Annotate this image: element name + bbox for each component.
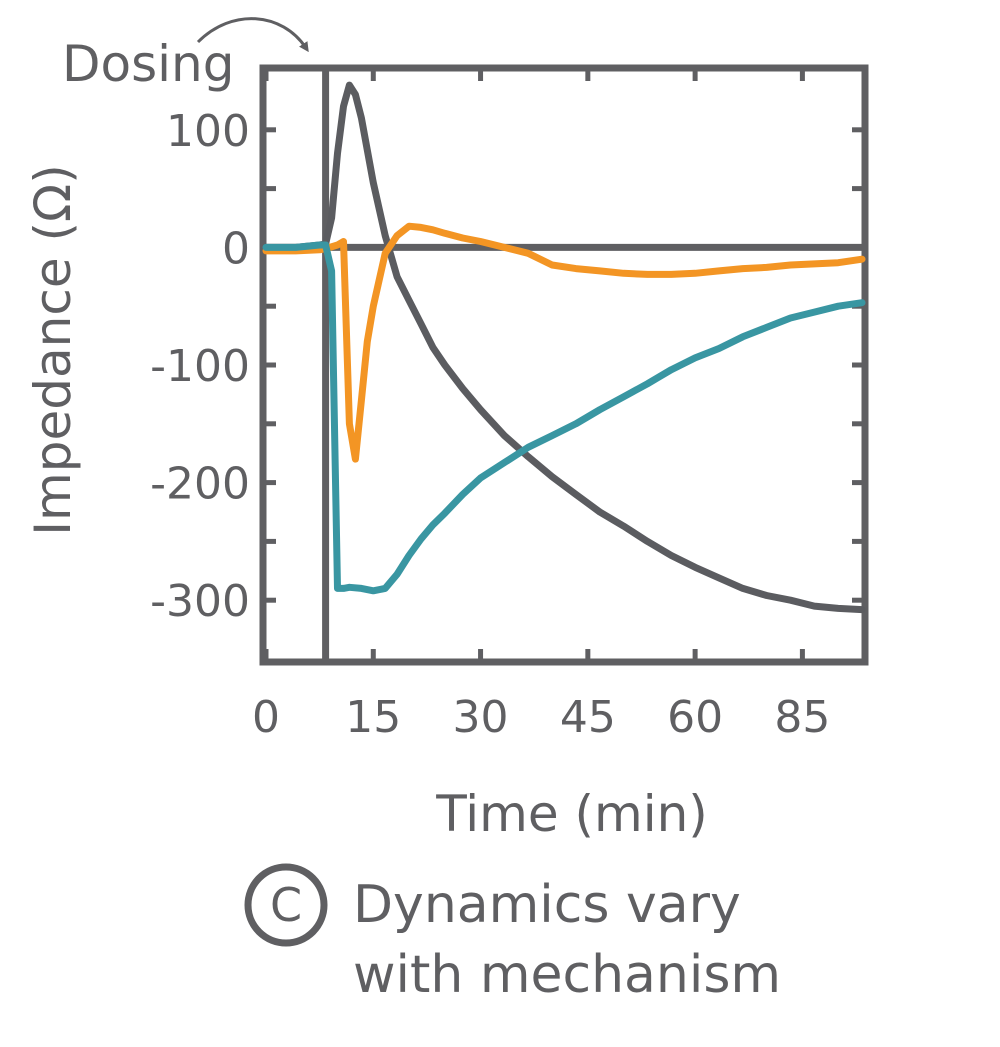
y-tick-label: 100	[166, 106, 250, 157]
x-tick-label: 60	[667, 692, 723, 743]
y-tick-label: -100	[150, 341, 250, 392]
y-tick-labels: 100 0 -100 -200 -300	[150, 106, 250, 627]
x-tick-label: 15	[345, 692, 401, 743]
x-tick-label: 0	[252, 692, 280, 743]
caption-line-1: Dynamics vary	[353, 875, 741, 935]
x-axis-title: Time (min)	[435, 785, 708, 843]
dosing-arrow-icon	[196, 17, 309, 53]
dosing-label: Dosing	[62, 35, 234, 93]
x-tick-labels: 0 15 30 45 60 85	[252, 692, 830, 743]
series-group	[262, 81, 866, 614]
plot-frame	[259, 64, 869, 666]
x-tick-label: 30	[453, 692, 509, 743]
caption-badge-icon	[244, 863, 328, 947]
y-tick-label: -200	[150, 459, 250, 510]
series-line-2	[262, 222, 866, 463]
x-tick-label: 45	[560, 692, 616, 743]
series-line-3	[262, 241, 866, 595]
x-tick-label: 85	[774, 692, 830, 743]
y-tick-label: 0	[222, 223, 250, 274]
caption-line-2: with mechanism	[353, 945, 781, 1005]
y-axis-title: Impedance (Ω)	[24, 164, 82, 535]
series-line-1	[262, 81, 866, 614]
caption-badge-letter: C	[270, 878, 302, 932]
y-tick-label: -300	[150, 576, 250, 627]
tick-marks	[263, 71, 862, 659]
